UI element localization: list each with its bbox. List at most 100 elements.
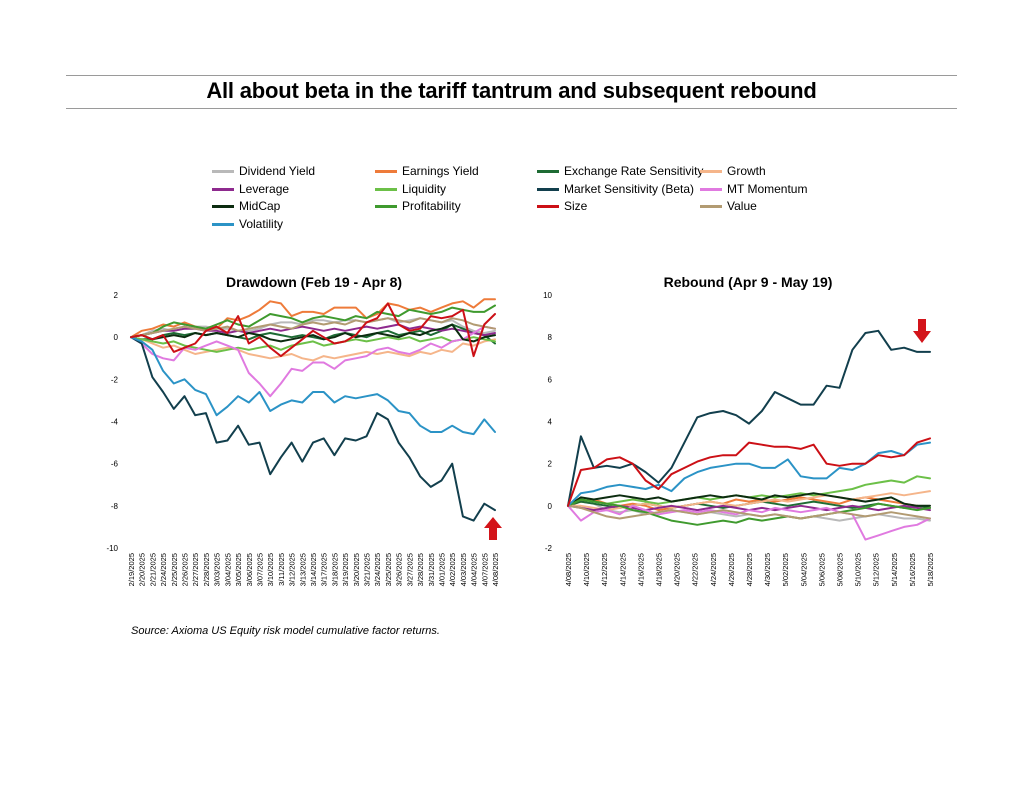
- rebound-x-tick-label: 5/10/2025: [854, 553, 863, 586]
- rebound-x-tick-label: 5/14/2025: [890, 553, 899, 586]
- drawdown-y-tick-label: -10: [106, 544, 118, 553]
- legend-item: MT Momentum: [700, 181, 807, 197]
- legend-swatch: [212, 187, 234, 191]
- drawdown-x-tick-label: 3/19/2025: [341, 553, 350, 586]
- drawdown-x-tick-label: 4/03/2025: [459, 553, 468, 586]
- source-note: Source: Axioma US Equity risk model cumu…: [131, 625, 440, 637]
- legend-label: Volatility: [239, 217, 284, 231]
- down-arrow-icon: [913, 319, 931, 343]
- drawdown-series-line: [130, 325, 496, 398]
- legend-swatch: [700, 187, 722, 191]
- legend-label: Profitability: [402, 199, 461, 213]
- legend-swatch: [537, 187, 559, 191]
- legend-item: MidCap: [212, 198, 280, 214]
- legend-item: Growth: [700, 163, 766, 179]
- rebound-series-line: [567, 492, 931, 507]
- rebound-x-tick-label: 5/16/2025: [908, 553, 917, 586]
- drawdown-x-tick-label: 4/01/2025: [437, 553, 446, 586]
- drawdown-x-tick-label: 2/20/2025: [138, 553, 147, 586]
- legend-swatch: [537, 169, 559, 173]
- rebound-x-tick-label: 4/22/2025: [691, 553, 700, 586]
- drawdown-x-tick-label: 3/06/2025: [245, 553, 254, 586]
- drawdown-x-tick-label: 3/20/2025: [352, 553, 361, 586]
- rebound-chart-title: Rebound (Apr 9 - May 19): [663, 274, 833, 290]
- drawdown-y-tick-label: -2: [111, 375, 119, 384]
- drawdown-x-tick-label: 3/05/2025: [234, 553, 243, 586]
- rebound-series-line: [567, 504, 931, 520]
- rebound-x-tick-label: 5/06/2025: [817, 553, 826, 586]
- drawdown-y-tick-label: -8: [111, 502, 119, 511]
- drawdown-chart-title: Drawdown (Feb 19 - Apr 8): [225, 274, 403, 290]
- rebound-x-tick-label: 4/18/2025: [655, 553, 664, 586]
- drawdown-series-line: [130, 323, 496, 343]
- legend-swatch: [375, 204, 397, 208]
- rebound-y-tick-label: 2: [548, 460, 553, 469]
- rebound-x-tick-label: 5/02/2025: [781, 553, 790, 586]
- legend-item: Market Sensitivity (Beta): [537, 181, 694, 197]
- drawdown-x-tick-label: 2/27/2025: [191, 553, 200, 586]
- rebound-x-tick-label: 4/12/2025: [600, 553, 609, 586]
- drawdown-x-tick-label: 4/04/2025: [470, 553, 479, 586]
- legend-label: Size: [564, 199, 588, 213]
- drawdown-x-tick-label: 3/26/2025: [395, 553, 404, 586]
- legend-item: Exchange Rate Sensitivity: [537, 163, 703, 179]
- drawdown-x-tick-label: 3/31/2025: [427, 553, 436, 586]
- legend-item: Profitability: [375, 198, 461, 214]
- legend-item: Leverage: [212, 181, 289, 197]
- drawdown-x-tick-label: 4/07/2025: [480, 553, 489, 586]
- legend-item: Earnings Yield: [375, 163, 479, 179]
- legend-item: Dividend Yield: [212, 163, 315, 179]
- rebound-x-tick-label: 5/04/2025: [799, 553, 808, 586]
- legend-swatch: [537, 204, 559, 208]
- legend-swatch: [700, 169, 722, 173]
- drawdown-x-tick-label: 2/19/2025: [127, 553, 136, 586]
- legend-item: Value: [700, 198, 757, 214]
- rebound-x-tick-label: 5/18/2025: [926, 553, 935, 586]
- drawdown-x-tick-label: 3/28/2025: [416, 553, 425, 586]
- drawdown-x-tick-label: 2/21/2025: [148, 553, 157, 586]
- drawdown-x-tick-label: 3/17/2025: [320, 553, 329, 586]
- rebound-chart: 10 8 6 4 2 0 -2 4/08/2025 4/10/2025 4/12/2025 4/14…: [543, 291, 935, 586]
- drawdown-chart: 2 0 -2 -4 -6 -8 -10 2/19/2025 2/20/2025 2/21/2025…: [106, 291, 500, 586]
- legend-label: Market Sensitivity (Beta): [564, 182, 695, 196]
- drawdown-x-tick-label: 2/28/2025: [202, 553, 211, 586]
- drawdown-x-tick-label: 3/13/2025: [298, 553, 307, 586]
- legend-item: Volatility: [212, 216, 283, 232]
- rebound-x-tick-label: 4/28/2025: [745, 553, 754, 586]
- up-arrow-icon: [484, 517, 502, 540]
- drawdown-x-tick-label: 3/14/2025: [309, 553, 318, 586]
- drawdown-series-line: [130, 317, 496, 339]
- legend-label: Value: [727, 199, 757, 213]
- drawdown-x-tick-label: 3/03/2025: [213, 553, 222, 586]
- drawdown-x-tick-label: 3/07/2025: [255, 553, 264, 586]
- legend-label: Liquidity: [402, 182, 447, 196]
- rebound-x-tick-label: 4/16/2025: [636, 553, 645, 586]
- legend-item: Liquidity: [375, 181, 446, 197]
- drawdown-x-tick-label: 3/10/2025: [266, 553, 275, 586]
- drawdown-y-tick-label: -4: [111, 418, 119, 427]
- drawdown-x-tick-label: 2/26/2025: [181, 553, 190, 586]
- rebound-series-line: [567, 437, 931, 507]
- legend-swatch: [375, 169, 397, 173]
- rebound-y-tick-label: 10: [543, 291, 552, 300]
- drawdown-x-tick-label: 3/27/2025: [405, 553, 414, 586]
- drawdown-x-tick-label: 2/24/2025: [159, 553, 168, 586]
- legend-label: MidCap: [239, 199, 281, 213]
- rebound-y-tick-label: 8: [548, 333, 553, 342]
- title-rule-top: [66, 75, 957, 76]
- drawdown-x-tick-label: 2/25/2025: [170, 553, 179, 586]
- rebound-x-tick-label: 5/08/2025: [836, 553, 845, 586]
- drawdown-x-tick-label: 4/08/2025: [491, 553, 500, 586]
- rebound-x-tick-label: 4/10/2025: [582, 553, 591, 586]
- drawdown-y-tick-label: 2: [114, 291, 119, 300]
- page-title: All about beta in the tariff tantrum and…: [206, 78, 817, 103]
- rebound-y-tick-label: 6: [548, 375, 553, 384]
- rebound-x-tick-label: 5/12/2025: [872, 553, 881, 586]
- drawdown-series-line: [130, 336, 496, 522]
- rebound-y-tick-label: 4: [548, 418, 553, 427]
- legend-swatch: [212, 169, 234, 173]
- legend-swatch: [700, 204, 722, 208]
- legend: Dividend Yield Earnings Yield Exchange Rat…: [212, 163, 822, 235]
- rebound-x-tick-label: 4/20/2025: [673, 553, 682, 586]
